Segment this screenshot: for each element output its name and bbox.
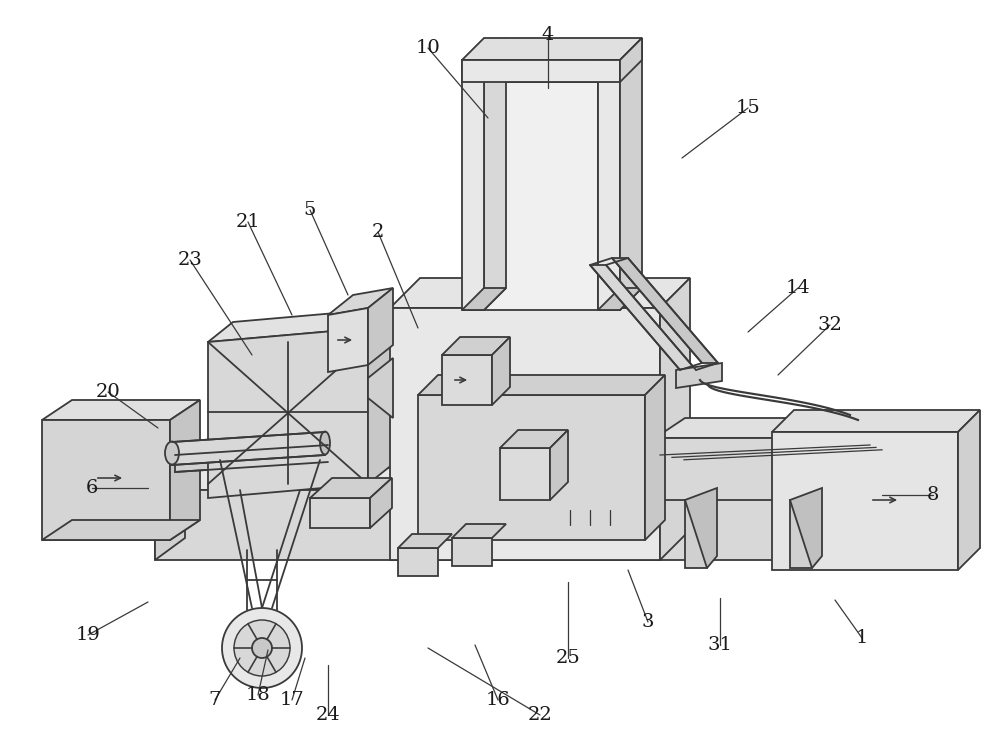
Polygon shape (398, 548, 438, 576)
Ellipse shape (165, 441, 179, 464)
Polygon shape (155, 468, 905, 490)
Polygon shape (462, 288, 506, 310)
Text: 8: 8 (927, 486, 939, 504)
Polygon shape (484, 82, 598, 310)
Text: 14: 14 (786, 279, 810, 297)
Polygon shape (42, 400, 200, 420)
Text: 15: 15 (736, 99, 760, 117)
Polygon shape (442, 355, 492, 405)
Polygon shape (655, 418, 900, 438)
Polygon shape (484, 38, 506, 310)
Polygon shape (452, 524, 506, 538)
Polygon shape (685, 488, 717, 568)
Polygon shape (462, 38, 642, 60)
Polygon shape (958, 410, 980, 570)
Polygon shape (500, 448, 550, 500)
Text: 22: 22 (528, 706, 552, 724)
Circle shape (222, 608, 302, 688)
Text: 5: 5 (304, 201, 316, 219)
Polygon shape (368, 288, 393, 365)
Text: 21: 21 (236, 213, 260, 231)
Text: 31: 31 (708, 636, 732, 654)
Polygon shape (462, 60, 484, 310)
Polygon shape (155, 490, 870, 560)
Polygon shape (772, 432, 958, 570)
Polygon shape (790, 500, 812, 568)
Polygon shape (368, 308, 393, 484)
Polygon shape (328, 288, 393, 315)
Polygon shape (452, 538, 492, 566)
Polygon shape (676, 363, 722, 388)
Text: 16: 16 (486, 691, 510, 709)
Polygon shape (590, 265, 696, 370)
Polygon shape (390, 278, 690, 308)
Text: 2: 2 (372, 223, 384, 241)
Text: 4: 4 (542, 26, 554, 44)
Polygon shape (660, 278, 690, 560)
Polygon shape (172, 432, 325, 465)
Polygon shape (208, 328, 368, 498)
Polygon shape (310, 498, 370, 528)
Polygon shape (500, 430, 568, 448)
Polygon shape (170, 400, 200, 540)
Text: 23: 23 (178, 251, 202, 269)
Text: 1: 1 (856, 629, 868, 647)
Polygon shape (418, 395, 645, 540)
Polygon shape (492, 337, 510, 405)
Text: 32: 32 (818, 316, 842, 334)
Polygon shape (390, 308, 660, 560)
Polygon shape (772, 410, 980, 432)
Polygon shape (655, 438, 870, 500)
Polygon shape (42, 520, 200, 540)
Text: 18: 18 (246, 686, 270, 704)
Text: 3: 3 (642, 613, 654, 631)
Polygon shape (175, 445, 328, 472)
Text: 19: 19 (76, 626, 100, 644)
Polygon shape (612, 258, 718, 363)
Polygon shape (870, 468, 905, 560)
Polygon shape (550, 430, 568, 500)
Polygon shape (645, 375, 665, 540)
Polygon shape (685, 500, 707, 568)
Polygon shape (310, 478, 392, 498)
Polygon shape (155, 468, 185, 560)
Polygon shape (368, 358, 393, 418)
Polygon shape (370, 478, 392, 528)
Text: 10: 10 (416, 39, 440, 57)
Text: 20: 20 (96, 383, 120, 401)
Polygon shape (620, 38, 642, 82)
Polygon shape (418, 375, 665, 395)
Text: 17: 17 (280, 691, 304, 709)
Text: 24: 24 (316, 706, 340, 724)
Polygon shape (442, 337, 510, 355)
Polygon shape (598, 288, 642, 310)
Polygon shape (328, 308, 368, 372)
Text: 7: 7 (209, 691, 221, 709)
Ellipse shape (320, 431, 330, 455)
Text: 6: 6 (86, 479, 98, 497)
Polygon shape (462, 60, 620, 82)
Polygon shape (208, 308, 393, 342)
Polygon shape (398, 534, 452, 548)
Circle shape (234, 620, 290, 676)
Polygon shape (790, 488, 822, 568)
Circle shape (252, 638, 272, 658)
Polygon shape (870, 418, 900, 500)
Text: 25: 25 (556, 649, 580, 667)
Polygon shape (42, 420, 170, 540)
Polygon shape (598, 60, 620, 310)
Polygon shape (620, 38, 642, 310)
